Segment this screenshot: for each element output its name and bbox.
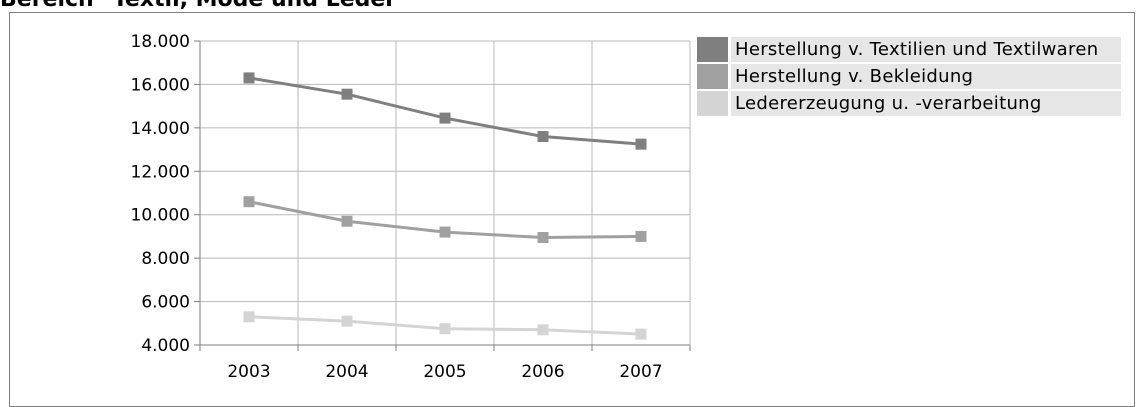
data-point [537, 232, 549, 244]
legend-item-textilien: Herstellung v. Textilien und Textilwaren [697, 37, 1121, 62]
legend-item-leder: Ledererzeugung u. -verarbeitung [697, 91, 1121, 116]
y-tick-label: 6.000 [141, 293, 190, 313]
data-point [439, 112, 451, 124]
x-tick-label: 2003 [227, 362, 270, 382]
data-point [341, 315, 353, 327]
y-tick-labels: 4.000 6.000 8.000 10.000 12.000 14.000 16.000 1… [131, 32, 190, 356]
x-tick-label: 2004 [325, 362, 368, 382]
series-line [248, 76, 642, 146]
legend-label: Herstellung v. Bekleidung [731, 64, 1121, 89]
legend-swatch [697, 64, 728, 89]
y-tick-label: 8.000 [141, 249, 190, 269]
legend-label: Herstellung v. Textilien und Textilwaren [731, 37, 1121, 62]
x-tick-label: 2005 [423, 362, 466, 382]
grid-lines [199, 40, 691, 346]
y-tick-label: 10.000 [131, 206, 190, 226]
data-point [635, 138, 647, 150]
legend-swatch [697, 37, 728, 62]
y-tick-label: 4.000 [141, 336, 190, 356]
data-point [439, 226, 451, 238]
legend-label: Ledererzeugung u. -verarbeitung [731, 91, 1121, 116]
chart-title: Bereich "Textil, Mode und Leder" [0, 0, 408, 14]
series-points [243, 72, 647, 340]
data-point [243, 72, 255, 84]
y-tick-label: 16.000 [131, 75, 190, 95]
x-tick-labels: 2003 2004 2005 2006 2007 [227, 362, 662, 382]
data-point [341, 88, 353, 100]
data-point [341, 215, 353, 227]
data-point [537, 324, 549, 336]
legend-swatch [697, 91, 728, 116]
legend-item-bekleidung: Herstellung v. Bekleidung [697, 64, 1121, 89]
data-point [537, 131, 549, 143]
y-tick-label: 14.000 [131, 119, 190, 139]
legend: Herstellung v. Textilien und Textilwaren… [697, 37, 1121, 118]
data-point [439, 323, 451, 335]
axes [194, 40, 691, 351]
y-tick-label: 18.000 [131, 32, 190, 52]
x-tick-label: 2006 [521, 362, 564, 382]
x-tick-label: 2007 [619, 362, 662, 382]
data-point [635, 230, 647, 242]
data-point [243, 311, 255, 323]
data-point [635, 328, 647, 340]
y-tick-label: 12.000 [131, 162, 190, 182]
data-point [243, 196, 255, 208]
